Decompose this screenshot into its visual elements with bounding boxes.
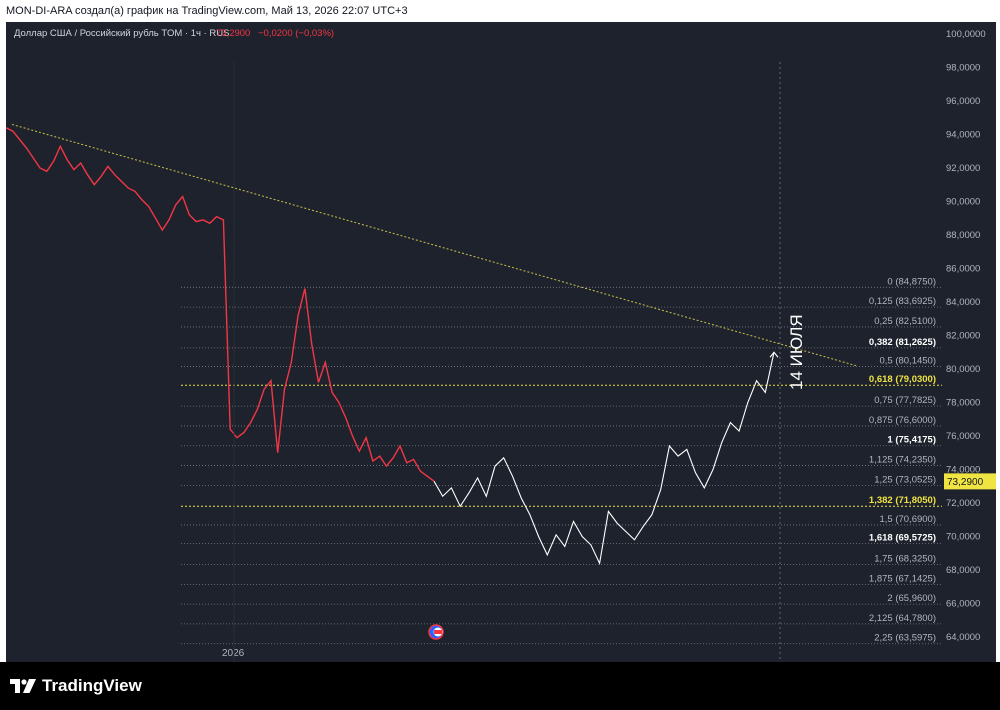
time-axis[interactable]: 2026	[222, 62, 245, 662]
tradingview-icon	[10, 679, 36, 693]
y-tick-label: 82,0000	[946, 330, 980, 341]
fib-level-label: 1,875 (67,1425)	[869, 573, 936, 584]
y-tick-label: 98,0000	[946, 62, 980, 73]
y-tick-label: 94,0000	[946, 129, 980, 140]
y-tick-label: 84,0000	[946, 297, 980, 308]
y-tick-label: 100,0000	[946, 29, 986, 40]
y-tick-label: 66,0000	[946, 598, 980, 609]
fibonacci-layer: 0 (84,8750) 0,125 (83,6925) 0,25 (82,5100)…	[181, 276, 942, 645]
forecast-arrow	[769, 351, 779, 358]
y-tick-label: 96,0000	[946, 96, 980, 107]
symbol-label: Доллар США / Российский рубль TOM · 1ч ·…	[14, 28, 230, 39]
fib-level-label: 1,618 (69,5725)	[869, 533, 936, 544]
fib-level-label: 1 (75,4175)	[887, 435, 936, 446]
y-tick-label: 68,0000	[946, 565, 980, 576]
y-tick-label: 64,0000	[946, 632, 980, 643]
legend-price: 73,2900	[216, 28, 250, 39]
fib-level-label: 0,75 (77,7825)	[874, 395, 936, 406]
price-axis[interactable]: 100,0000 98,0000 96,0000 94,0000 92,0000 90,0…	[946, 29, 986, 643]
y-tick-label: 78,0000	[946, 397, 980, 408]
forecast-series	[433, 352, 775, 566]
fib-level-label: 1,382 (71,8050)	[869, 495, 936, 506]
fib-level-label: 2,125 (64,7800)	[869, 613, 936, 624]
last-price-badge: 73,2900	[944, 473, 996, 490]
fib-level-label: 1,125 (74,2350)	[869, 455, 936, 466]
y-tick-label: 80,0000	[946, 364, 980, 375]
trendline[interactable]	[11, 123, 857, 367]
tradingview-logo[interactable]: TradingView	[10, 676, 142, 696]
footer: TradingView	[0, 662, 1000, 710]
y-tick-label: 74,0000	[946, 464, 980, 475]
fib-level-label: 0,618 (79,0300)	[869, 374, 936, 385]
fib-level-label: 0,382 (81,2625)	[869, 337, 936, 348]
event-marker[interactable]	[428, 624, 444, 640]
legend-change: −0,0200 (−0,03%)	[258, 28, 334, 39]
y-tick-label: 72,0000	[946, 498, 980, 509]
fib-level-label: 0,5 (80,1450)	[879, 356, 936, 367]
caption-bar: MON-DI-ARA создал(а) график на TradingVi…	[0, 0, 1000, 22]
fib-level-label: 0 (84,8750)	[887, 276, 936, 287]
fib-level-label: 1,75 (68,3250)	[874, 554, 936, 565]
fib-level-label: 1,5 (70,6900)	[879, 514, 936, 525]
history-series	[5, 127, 435, 482]
y-tick-label: 88,0000	[946, 230, 980, 241]
brand-name: TradingView	[42, 676, 142, 695]
legend: Доллар США / Российский рубль TOM · 1ч ·…	[14, 28, 334, 39]
caption-text: MON-DI-ARA создал(а) график на TradingVi…	[6, 5, 408, 17]
annotation-text[interactable]: 14 ИЮЛЯ	[787, 314, 806, 390]
y-tick-label: 76,0000	[946, 431, 980, 442]
fib-level-label: 0,125 (83,6925)	[869, 296, 936, 307]
fib-level-label: 2,25 (63,5975)	[874, 633, 936, 644]
x-tick-label: 2026	[222, 648, 245, 659]
last-price-label: 73,2900	[947, 477, 984, 488]
fib-level-label: 1,25 (73,0525)	[874, 474, 936, 485]
fib-level-label: 0,875 (76,6000)	[869, 415, 936, 426]
y-tick-label: 90,0000	[946, 196, 980, 207]
y-tick-label: 70,0000	[946, 531, 980, 542]
fib-level-label: 0,25 (82,5100)	[874, 316, 936, 327]
y-tick-label: 92,0000	[946, 163, 980, 174]
chart-frame[interactable]: 0 (84,8750) 0,125 (83,6925) 0,25 (82,5100)…	[5, 22, 996, 662]
y-tick-label: 86,0000	[946, 263, 980, 274]
fib-level-label: 2 (65,9600)	[887, 593, 936, 604]
price-chart[interactable]: 0 (84,8750) 0,125 (83,6925) 0,25 (82,5100)…	[5, 22, 996, 662]
